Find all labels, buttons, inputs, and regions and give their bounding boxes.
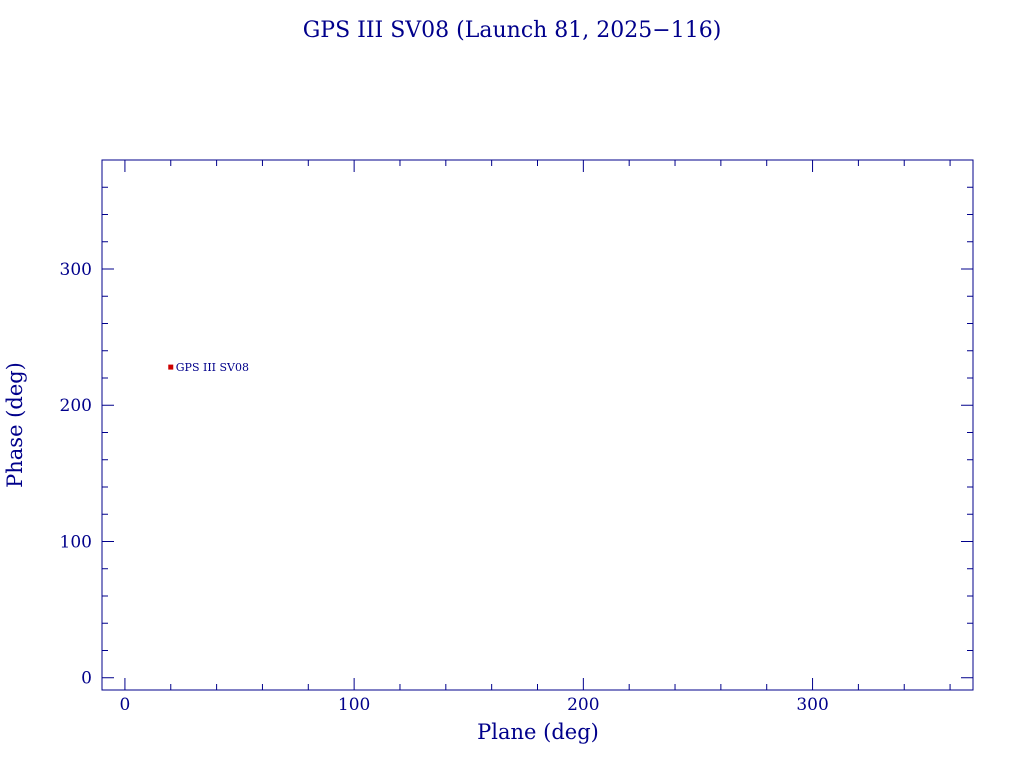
y-tick-label: 100 — [60, 532, 92, 552]
data-point-marker — [168, 364, 174, 370]
data-point-label: GPS III SV08 — [176, 361, 249, 374]
x-tick-label: 200 — [567, 695, 599, 715]
axis-ticks — [102, 159, 973, 690]
plot-frame — [101, 159, 974, 691]
chart-title: GPS III SV08 (Launch 81, 2025−116) — [303, 18, 722, 43]
y-tick-label: 0 — [81, 669, 92, 689]
x-tick-label: 0 — [120, 695, 131, 715]
data-points: GPS III SV08 — [168, 361, 249, 374]
x-axis-label: Plane (deg) — [477, 720, 599, 744]
y-tick-label: 300 — [60, 260, 92, 280]
axis-tick-labels: 0 100 200 300 0 100 200 300 — [60, 260, 829, 715]
y-axis-label: Phase (deg) — [3, 362, 27, 488]
x-tick-label: 100 — [338, 695, 370, 715]
y-tick-label: 200 — [60, 396, 92, 416]
x-tick-label: 300 — [796, 695, 828, 715]
